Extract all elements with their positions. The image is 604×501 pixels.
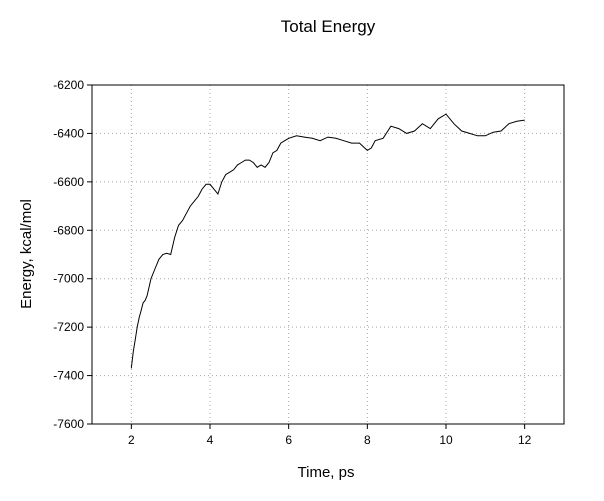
y-tick-label: -7000 [53,272,84,286]
y-tick-label: -6600 [53,175,84,189]
x-tick-label: 2 [128,433,135,447]
y-axis-label: Energy, kcal/mol [18,199,35,309]
series-line [130,113,525,369]
plot-frame [91,84,565,425]
x-tick-label: 8 [364,433,371,447]
axis-ticks [87,84,526,429]
y-tick-label: -7400 [53,369,84,383]
x-tick-label: 6 [285,433,292,447]
axis-tick-labels: 2 4 6 8 10 12 -7600 -7400 -7200 -7000 -6800 -6600 -6… [53,78,531,447]
chart-title: Total Energy [281,17,376,36]
grid-lines [92,85,564,424]
x-tick-label: 4 [207,433,214,447]
y-tick-label: -7200 [53,320,84,334]
y-tick-label: -6400 [53,126,84,140]
x-tick-label: 10 [439,433,453,447]
x-axis-label: Time, ps [298,464,355,481]
y-tick-label: -6200 [53,78,84,92]
y-tick-label: -7600 [53,417,84,431]
x-tick-label: 12 [518,433,532,447]
series-layer [130,113,525,369]
y-tick-label: -6800 [53,223,84,237]
